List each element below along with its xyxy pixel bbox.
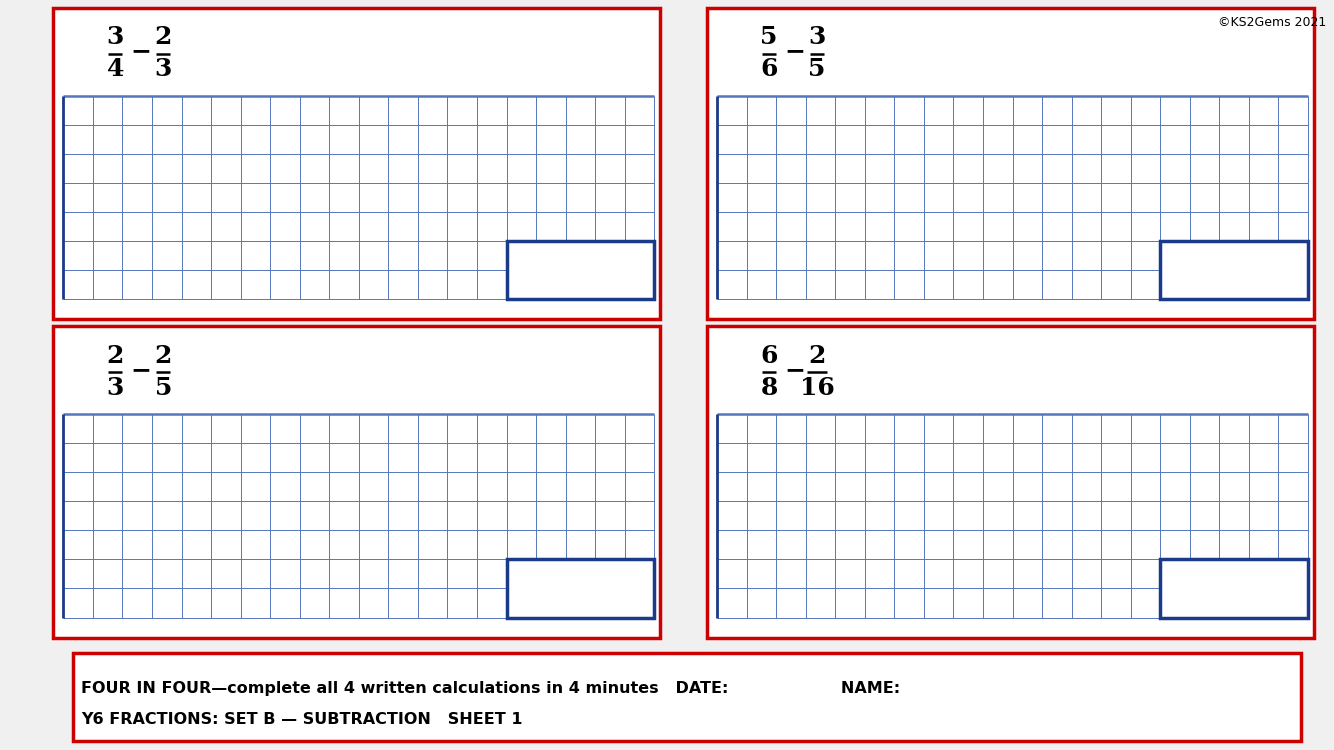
- Text: 4: 4: [107, 58, 124, 82]
- Text: 3: 3: [155, 58, 172, 82]
- Text: −: −: [131, 40, 152, 64]
- Bar: [1161, 560, 1309, 617]
- Text: Y6 FRACTIONS: SET B — SUBTRACTION   SHEET 1: Y6 FRACTIONS: SET B — SUBTRACTION SHEET …: [81, 712, 523, 728]
- Text: 3: 3: [107, 26, 124, 50]
- Text: 5: 5: [155, 376, 172, 400]
- Bar: [63, 95, 655, 298]
- Text: 2: 2: [155, 344, 172, 368]
- Text: 3: 3: [808, 26, 826, 50]
- Bar: [507, 241, 655, 298]
- Text: 3: 3: [107, 376, 124, 400]
- Text: 2: 2: [808, 344, 826, 368]
- Bar: [716, 414, 1309, 617]
- Text: −: −: [784, 40, 806, 64]
- Bar: [707, 8, 1314, 319]
- Text: 5: 5: [760, 26, 778, 50]
- Text: 8: 8: [760, 376, 778, 400]
- Text: −: −: [131, 358, 152, 382]
- Text: 2: 2: [107, 344, 124, 368]
- Text: 2: 2: [155, 26, 172, 50]
- Text: 6: 6: [760, 58, 778, 82]
- Bar: [53, 326, 660, 638]
- Bar: [507, 560, 655, 617]
- Text: 6: 6: [760, 344, 778, 368]
- Bar: [53, 8, 660, 319]
- Bar: [707, 326, 1314, 638]
- Bar: [73, 652, 1301, 741]
- Text: 5: 5: [808, 58, 826, 82]
- Bar: [716, 95, 1309, 298]
- Bar: [63, 414, 655, 617]
- Text: 16: 16: [799, 376, 834, 400]
- Text: ©KS2Gems 2021: ©KS2Gems 2021: [1218, 16, 1326, 29]
- Bar: [1161, 241, 1309, 298]
- Text: FOUR IN FOUR—complete all 4 written calculations in 4 minutes   DATE:           : FOUR IN FOUR—complete all 4 written calc…: [81, 680, 900, 695]
- Text: −: −: [784, 358, 806, 382]
